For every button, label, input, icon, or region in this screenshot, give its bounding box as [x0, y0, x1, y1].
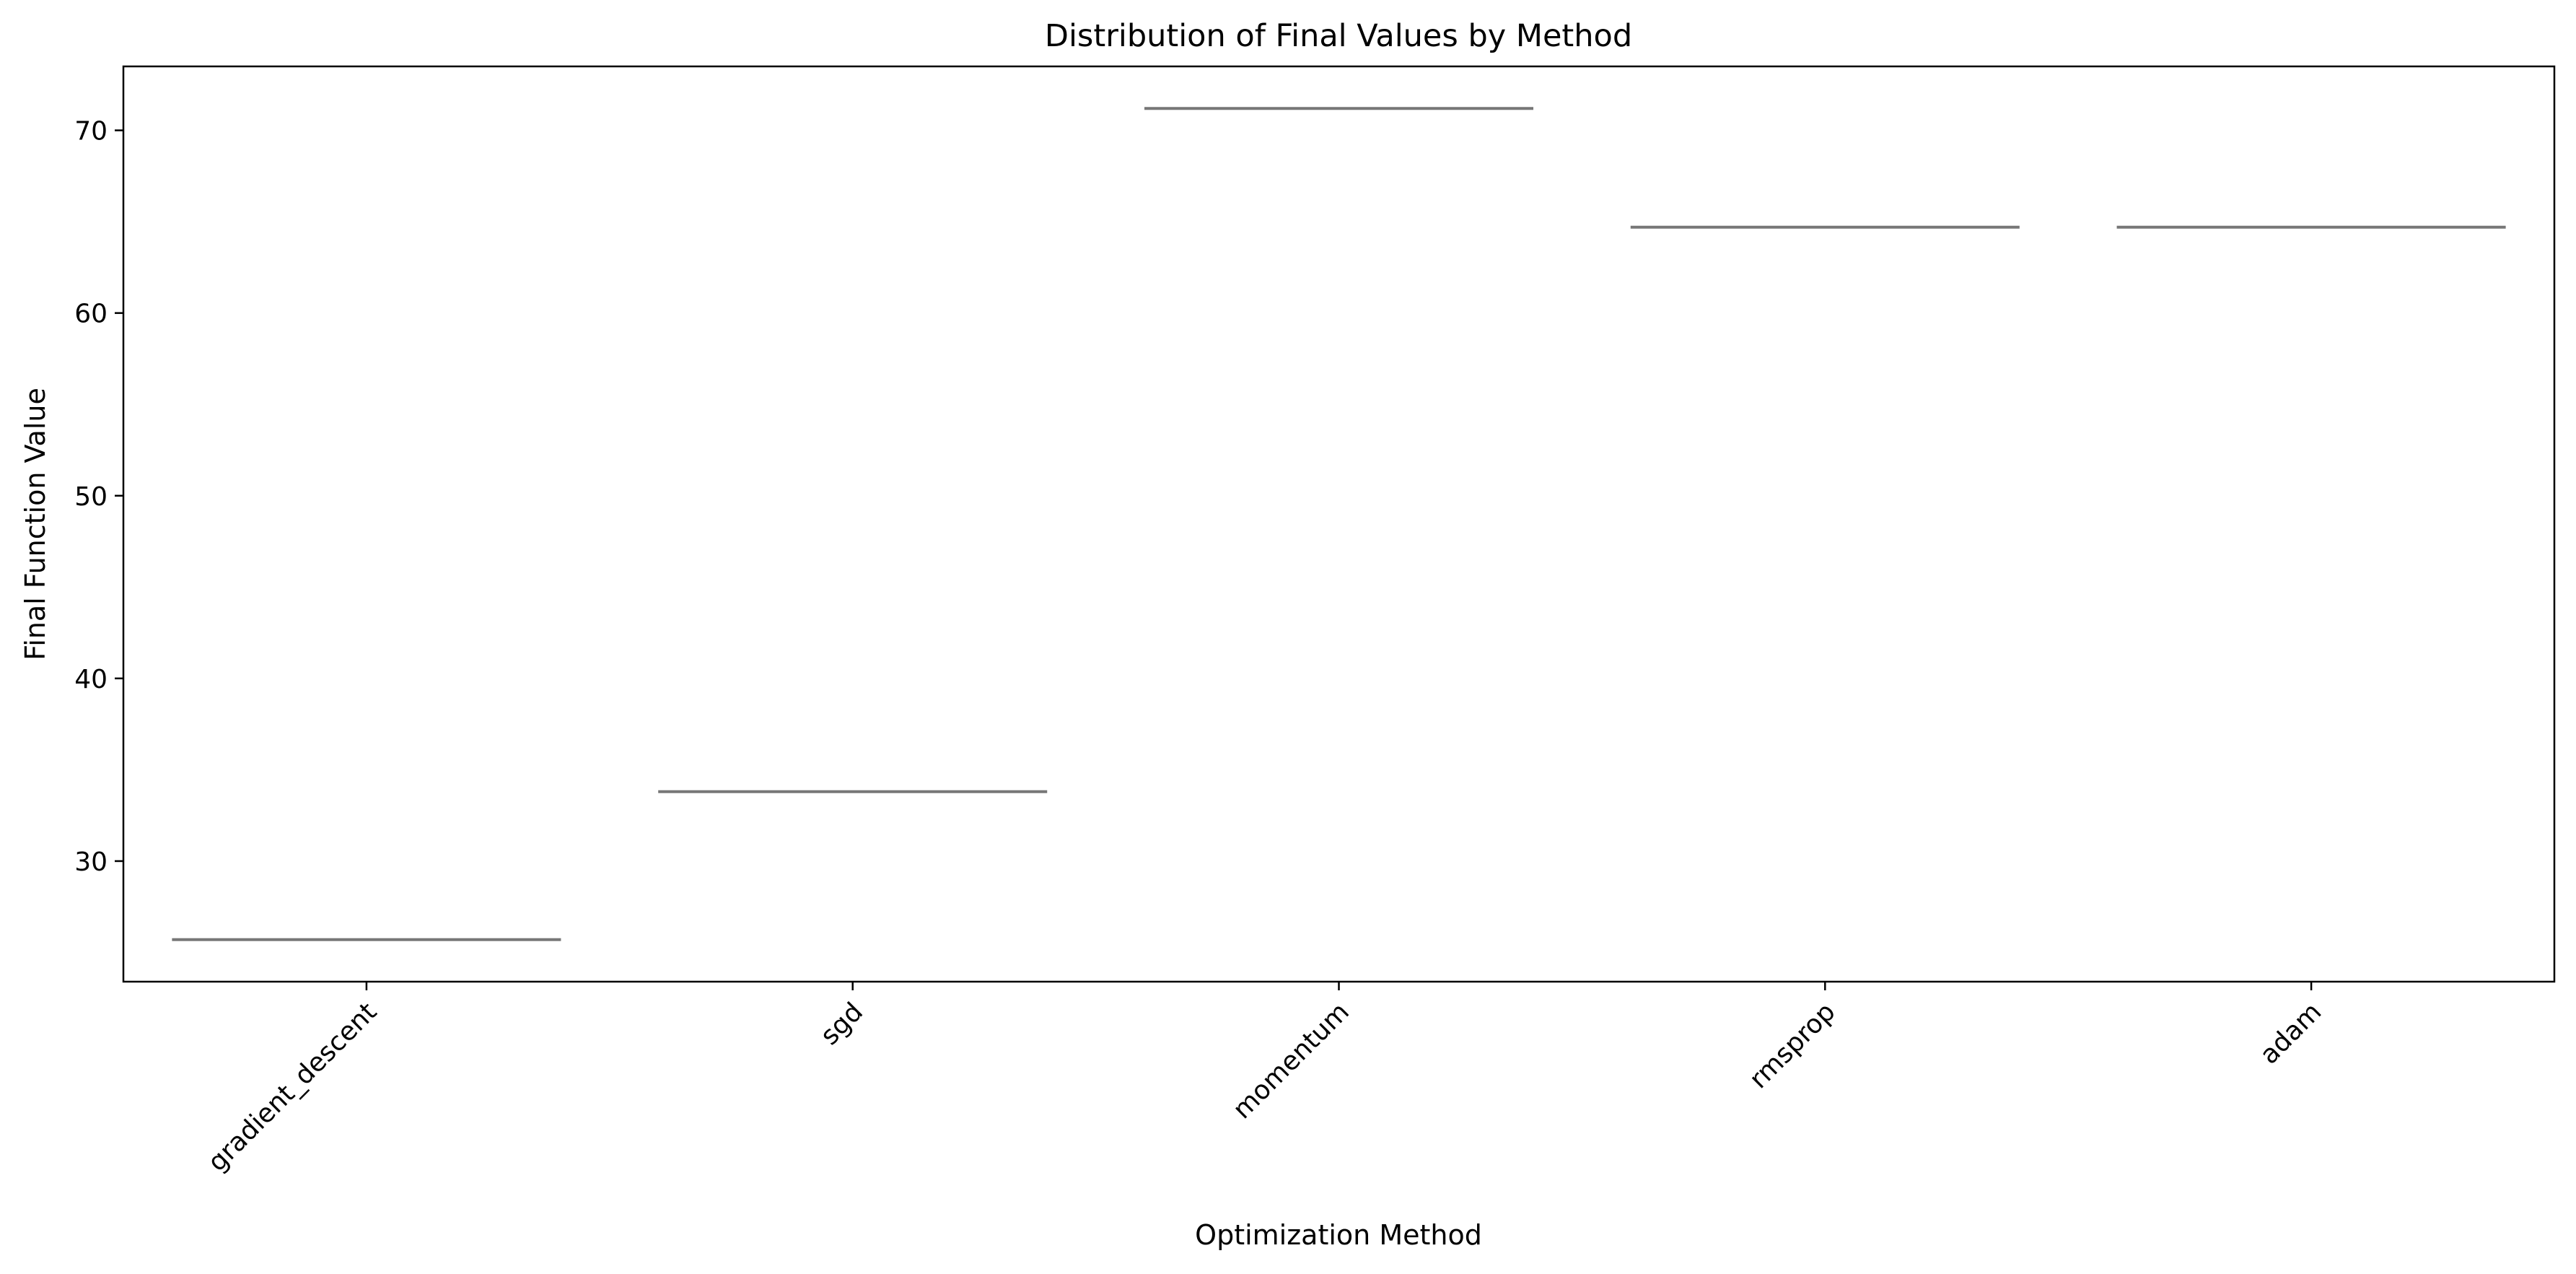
x-tick-label-sgd: sgd [815, 997, 869, 1051]
y-tick-label-70: 70 [74, 117, 108, 147]
y-tick-label-30: 30 [74, 847, 108, 877]
x-tick-label-rmsprop: rmsprop [1744, 997, 1841, 1094]
y-axis-label: Final Function Value [19, 388, 51, 660]
y-tick-label-40: 40 [74, 665, 108, 694]
chart-title: Distribution of Final Values by Method [1045, 18, 1632, 54]
y-tick-label-50: 50 [74, 482, 108, 512]
y-axis: 30 40 50 60 70 [74, 117, 123, 877]
plot-frame [122, 65, 2556, 983]
x-tick-label-adam: adam [2254, 997, 2327, 1070]
x-tick-label-gradient_descent: gradient_descent [202, 997, 382, 1177]
x-axis: gradient_descent sgd momentum rmsprop adam [202, 982, 2327, 1177]
x-axis-label: Optimization Method [1195, 1219, 1482, 1251]
y-tick-label-60: 60 [74, 300, 108, 329]
x-tick-label-momentum: momentum [1227, 997, 1355, 1125]
chart-marks [172, 107, 2506, 941]
